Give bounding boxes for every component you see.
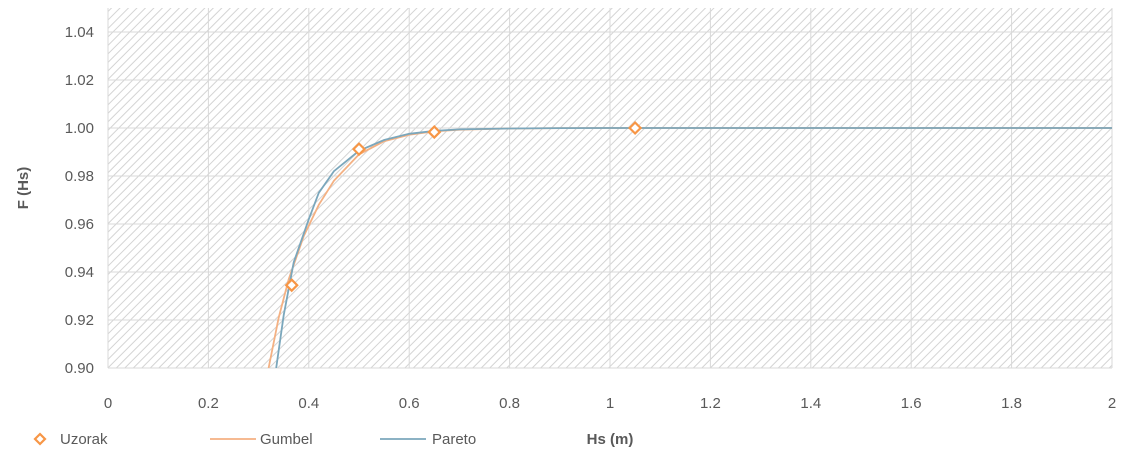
y-tick-label: 0.96 — [65, 216, 94, 233]
y-axis-title: F (Hs) — [15, 167, 32, 210]
x-tick-label: 1.8 — [1001, 395, 1022, 412]
legend-label-uzorak: Uzorak — [60, 431, 108, 448]
x-tick-label: 1.6 — [901, 395, 922, 412]
x-axis-title: Hs (m) — [587, 431, 634, 448]
x-axis-ticks: 0 0.2 0.4 0.6 0.8 1 1.2 1.4 1.6 1.8 2 — [104, 395, 1116, 412]
x-tick-label: 1.2 — [700, 395, 721, 412]
legend-marker-uzorak — [33, 432, 47, 446]
x-tick-label: 0.2 — [198, 395, 219, 412]
y-tick-label: 1.02 — [65, 72, 94, 89]
x-tick-label: 1.4 — [800, 395, 821, 412]
y-tick-label: 0.90 — [65, 360, 94, 377]
x-tick-label: 2 — [1108, 395, 1116, 412]
legend: Uzorak Gumbel Pareto — [33, 431, 476, 448]
gridlines — [107, 8, 1113, 369]
x-tick-label: 0.4 — [298, 395, 319, 412]
data-point-uzorak — [427, 125, 442, 140]
y-tick-label: 0.92 — [65, 312, 94, 329]
x-tick-label: 0.8 — [499, 395, 520, 412]
data-point-uzorak — [628, 120, 643, 136]
legend-label-gumbel: Gumbel — [260, 431, 313, 448]
y-axis-ticks: 0.90 0.92 0.94 0.96 0.98 1.00 1.02 1.04 — [65, 24, 94, 377]
series-line-pareto — [275, 127, 1112, 368]
x-tick-label: 1 — [606, 395, 614, 412]
legend-label-pareto: Pareto — [432, 431, 476, 448]
series-markers — [284, 120, 643, 293]
data-point-uzorak — [351, 142, 367, 157]
series-lines — [267, 127, 1112, 368]
y-tick-label: 1.00 — [65, 120, 94, 137]
x-tick-label: 0 — [104, 395, 112, 412]
data-point-uzorak — [284, 278, 299, 293]
y-tick-label: 0.98 — [65, 168, 94, 185]
x-tick-label: 0.6 — [399, 395, 420, 412]
y-tick-label: 0.94 — [65, 264, 94, 281]
y-tick-label: 1.04 — [65, 24, 94, 41]
